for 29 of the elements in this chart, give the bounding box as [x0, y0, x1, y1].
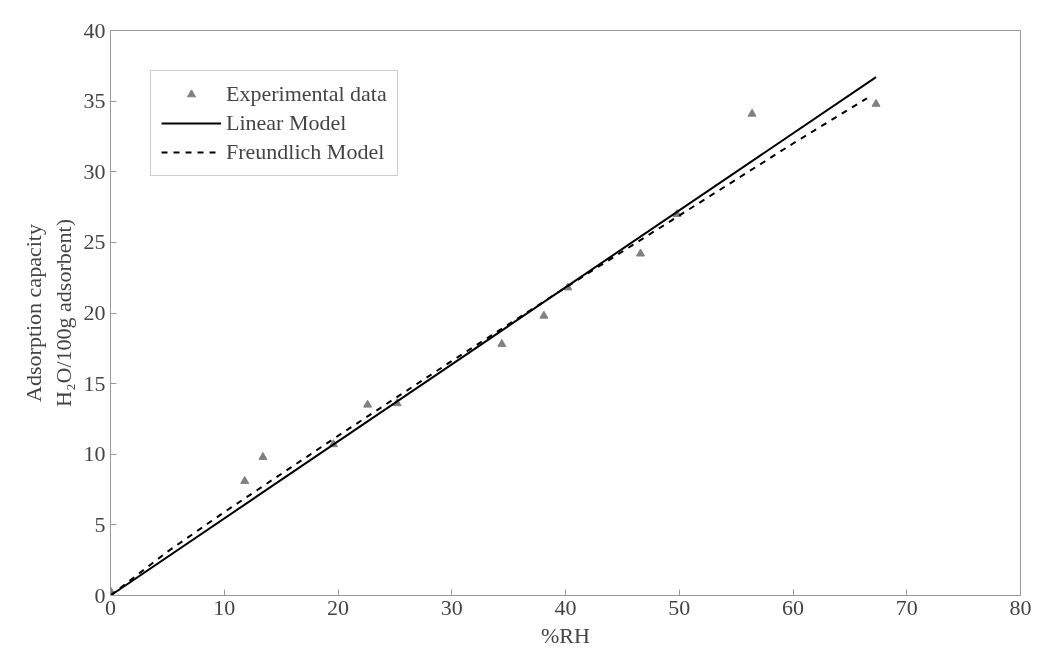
legend-label: Linear Model — [226, 110, 347, 136]
legend-label: Freundlich Model — [226, 139, 385, 165]
point — [240, 475, 250, 484]
x-tick-label: 20 — [327, 594, 349, 620]
x-tick-label: 30 — [440, 594, 463, 620]
point — [539, 310, 549, 319]
y-tick-label: 40 — [83, 17, 106, 43]
legend-label: Experimental data — [226, 81, 387, 107]
y-axis-title: Adsorption capacity H₂O/100g adsorbent) — [20, 219, 76, 407]
y-tick-label: 10 — [83, 441, 106, 467]
x-tick-label: 40 — [554, 594, 577, 620]
y-tick-label: 30 — [83, 158, 106, 184]
point — [871, 98, 881, 107]
x-tick-label: 50 — [668, 594, 691, 620]
y-tick-label: 15 — [83, 370, 106, 396]
x-tick-label: 10 — [213, 594, 236, 620]
x-tick-label: 80 — [1009, 594, 1032, 620]
point — [258, 451, 268, 460]
x-tick-label: 60 — [782, 594, 804, 620]
x-axis-title: %RH — [541, 622, 591, 648]
point — [747, 108, 757, 117]
y-tick-label: 25 — [83, 229, 106, 255]
point — [497, 338, 507, 347]
y-tick-label: 20 — [83, 300, 106, 325]
point — [363, 399, 373, 408]
x-tick-label: 70 — [895, 594, 918, 620]
y-tick-label: 35 — [83, 88, 106, 114]
point — [636, 248, 646, 257]
y-tick-label: 5 — [94, 511, 106, 537]
